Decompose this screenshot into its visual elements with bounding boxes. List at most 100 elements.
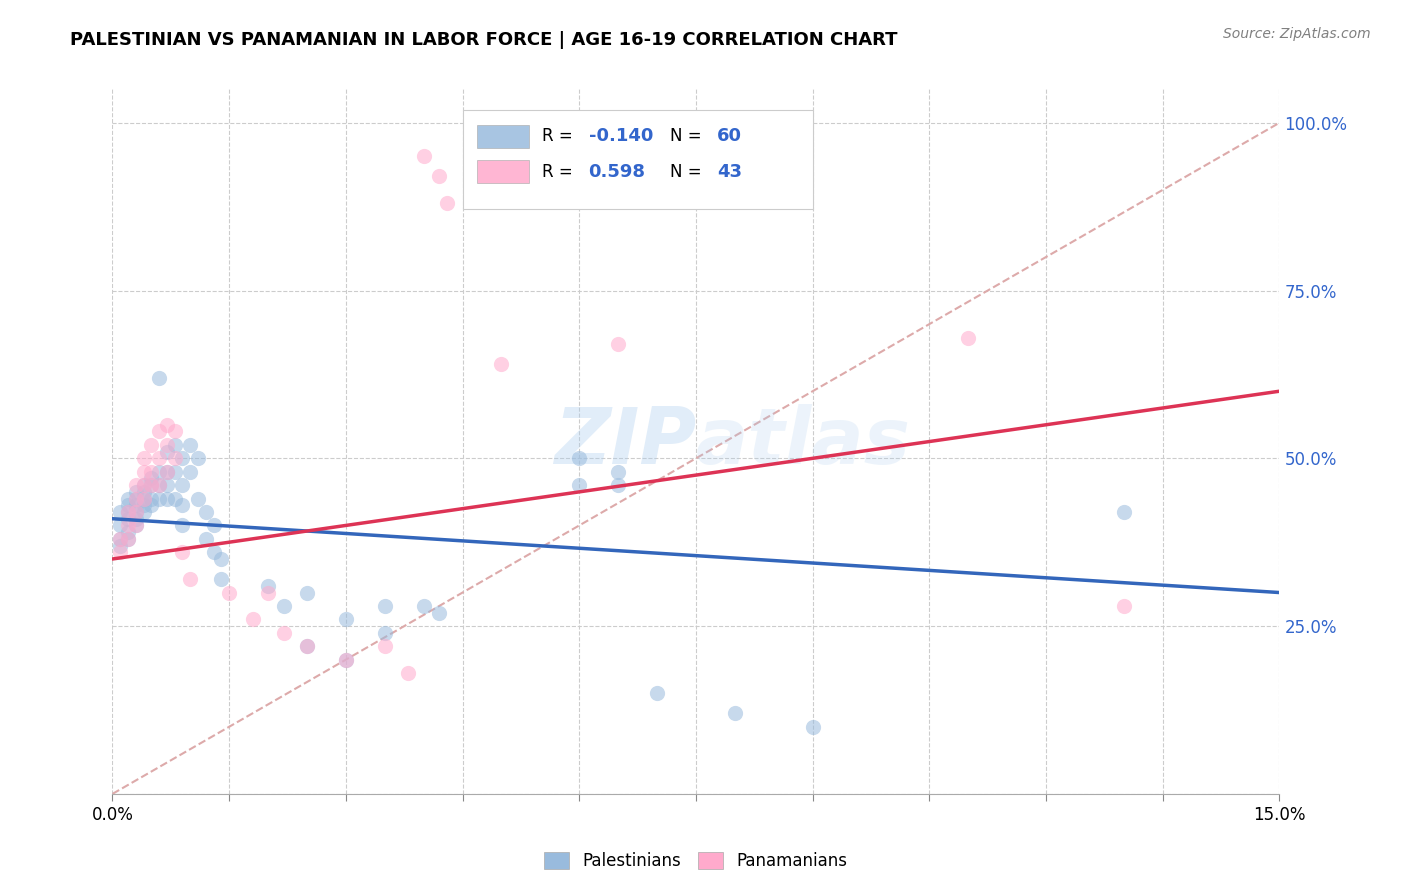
Point: [179, 465, 201, 479]
Point: [156, 465, 179, 479]
Point: [179, 438, 201, 452]
Point: [156, 417, 179, 432]
Point: [132, 451, 155, 466]
Point: [179, 572, 201, 586]
Point: [209, 572, 232, 586]
Point: [148, 478, 170, 492]
Point: [125, 505, 148, 519]
Point: [125, 518, 148, 533]
Point: [132, 491, 155, 506]
Point: [172, 518, 194, 533]
Point: [141, 471, 163, 485]
Point: [242, 612, 264, 626]
Point: [117, 518, 139, 533]
Legend: Palestinians, Panamanians: Palestinians, Panamanians: [537, 846, 855, 877]
Point: [257, 585, 280, 599]
Point: [125, 478, 148, 492]
Point: [194, 505, 217, 519]
Text: R =: R =: [541, 128, 572, 145]
Point: [117, 491, 139, 506]
Point: [957, 330, 980, 344]
Point: [132, 465, 155, 479]
Point: [396, 666, 419, 681]
Point: [148, 371, 170, 385]
Point: [374, 639, 396, 653]
Point: [374, 625, 396, 640]
Point: [148, 478, 170, 492]
Point: [273, 599, 295, 613]
Point: [148, 425, 170, 439]
Point: [1112, 599, 1135, 613]
Point: [295, 639, 318, 653]
Point: [202, 518, 225, 533]
Point: [607, 337, 630, 351]
Point: [374, 599, 396, 613]
Point: [568, 478, 591, 492]
Text: 60: 60: [717, 128, 742, 145]
Point: [110, 532, 132, 546]
Point: [117, 512, 139, 526]
Point: [172, 478, 194, 492]
Text: Source: ZipAtlas.com: Source: ZipAtlas.com: [1223, 27, 1371, 41]
Point: [125, 498, 148, 512]
Point: [141, 465, 163, 479]
Point: [607, 465, 630, 479]
Point: [801, 720, 824, 734]
Point: [132, 478, 155, 492]
Point: [202, 545, 225, 559]
Point: [412, 149, 434, 163]
Point: [172, 545, 194, 559]
Point: [110, 539, 132, 553]
Point: [645, 686, 668, 700]
Point: [163, 491, 186, 506]
Point: [132, 505, 155, 519]
Point: [295, 585, 318, 599]
Point: [273, 625, 295, 640]
FancyBboxPatch shape: [463, 111, 813, 209]
Point: [568, 451, 591, 466]
Point: [163, 451, 186, 466]
Text: -0.140: -0.140: [589, 128, 652, 145]
Point: [132, 478, 155, 492]
Point: [412, 599, 434, 613]
Point: [132, 484, 155, 499]
Point: [156, 465, 179, 479]
Point: [156, 491, 179, 506]
Point: [125, 491, 148, 506]
Text: N =: N =: [671, 162, 702, 181]
FancyBboxPatch shape: [477, 161, 529, 183]
Point: [163, 465, 186, 479]
Point: [156, 444, 179, 458]
Text: ZIP: ZIP: [554, 403, 696, 480]
Point: [117, 532, 139, 546]
Text: 0.598: 0.598: [589, 162, 645, 181]
Point: [125, 512, 148, 526]
Text: N =: N =: [671, 128, 702, 145]
Point: [110, 505, 132, 519]
Point: [163, 438, 186, 452]
Point: [117, 532, 139, 546]
Point: [141, 478, 163, 492]
Point: [295, 639, 318, 653]
Text: atlas: atlas: [696, 403, 911, 480]
Point: [117, 525, 139, 540]
Point: [156, 438, 179, 452]
Point: [427, 169, 450, 184]
Point: [132, 498, 155, 512]
Point: [491, 357, 513, 371]
Point: [141, 478, 163, 492]
Point: [148, 451, 170, 466]
Point: [117, 498, 139, 512]
Point: [156, 478, 179, 492]
Point: [257, 579, 280, 593]
Point: [218, 585, 240, 599]
Point: [436, 196, 458, 211]
Point: [427, 606, 450, 620]
Point: [148, 491, 170, 506]
Point: [187, 491, 209, 506]
Text: R =: R =: [541, 162, 572, 181]
FancyBboxPatch shape: [477, 125, 529, 148]
Point: [141, 498, 163, 512]
Point: [187, 451, 209, 466]
Point: [172, 498, 194, 512]
